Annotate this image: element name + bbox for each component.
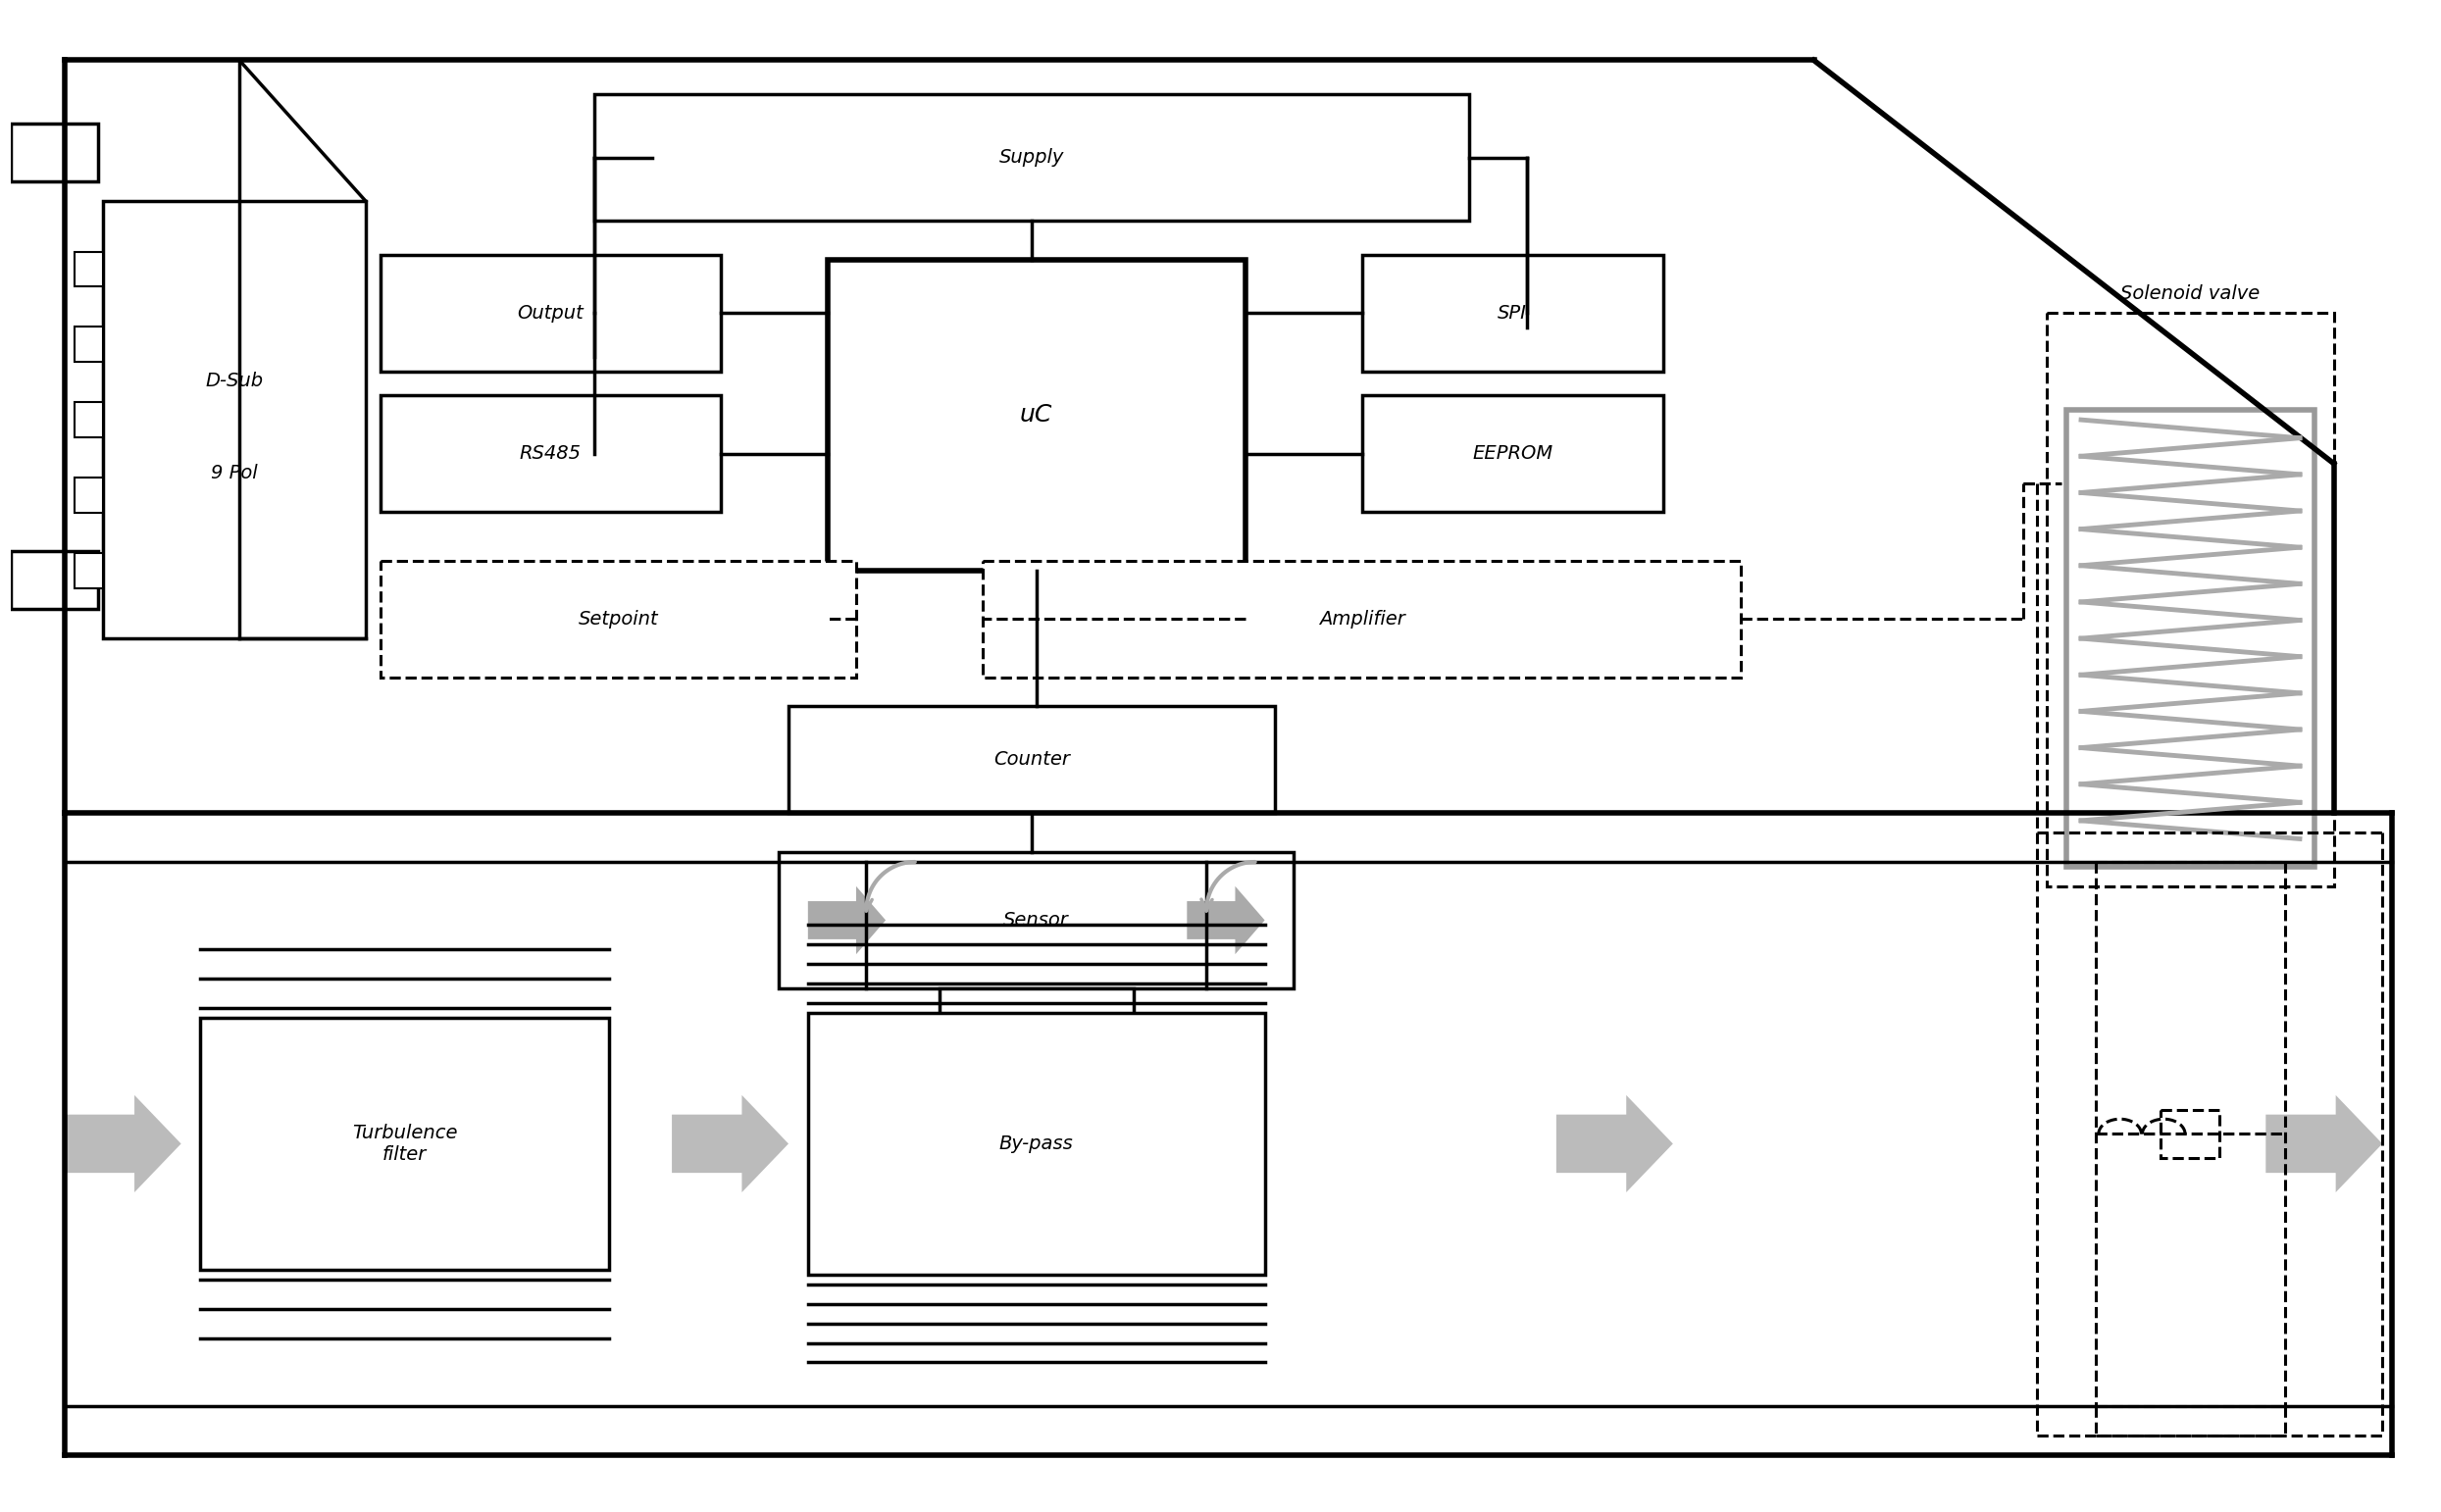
FancyBboxPatch shape <box>827 260 1245 570</box>
FancyBboxPatch shape <box>2048 313 2334 886</box>
FancyBboxPatch shape <box>2160 1110 2219 1158</box>
Text: Counter: Counter <box>993 750 1069 770</box>
FancyBboxPatch shape <box>808 1013 1264 1275</box>
Text: SPI: SPI <box>1499 304 1528 322</box>
FancyBboxPatch shape <box>381 254 720 372</box>
Text: Supply: Supply <box>998 148 1064 166</box>
Polygon shape <box>808 886 886 954</box>
Text: Solenoid valve: Solenoid valve <box>2121 284 2260 304</box>
Polygon shape <box>63 1095 181 1193</box>
FancyBboxPatch shape <box>984 561 1740 677</box>
FancyBboxPatch shape <box>779 853 1294 989</box>
FancyBboxPatch shape <box>200 1018 608 1270</box>
Text: By-pass: By-pass <box>998 1134 1074 1154</box>
FancyBboxPatch shape <box>1362 396 1662 513</box>
FancyBboxPatch shape <box>73 553 103 588</box>
FancyBboxPatch shape <box>73 327 103 361</box>
Text: Turbulence
filter: Turbulence filter <box>352 1123 456 1164</box>
Text: D-Sub: D-Sub <box>205 372 264 390</box>
Text: RS485: RS485 <box>520 445 581 463</box>
Polygon shape <box>671 1095 788 1193</box>
FancyBboxPatch shape <box>12 550 98 609</box>
FancyBboxPatch shape <box>940 989 1133 1042</box>
FancyBboxPatch shape <box>73 251 103 287</box>
Text: Setpoint: Setpoint <box>579 609 659 629</box>
FancyBboxPatch shape <box>12 124 98 181</box>
Polygon shape <box>1557 1095 1672 1193</box>
Text: 9 Pol: 9 Pol <box>212 464 259 482</box>
Polygon shape <box>2265 1095 2382 1193</box>
FancyBboxPatch shape <box>788 706 1274 813</box>
Text: Sensor: Sensor <box>1003 910 1069 930</box>
Text: Output: Output <box>517 304 583 322</box>
FancyBboxPatch shape <box>593 94 1469 221</box>
FancyBboxPatch shape <box>2068 410 2314 866</box>
Text: Amplifier: Amplifier <box>1318 609 1406 629</box>
FancyBboxPatch shape <box>73 478 103 513</box>
FancyBboxPatch shape <box>103 201 366 638</box>
Text: uC: uC <box>1020 404 1052 426</box>
FancyBboxPatch shape <box>73 402 103 437</box>
FancyBboxPatch shape <box>381 561 857 677</box>
FancyBboxPatch shape <box>381 396 720 513</box>
Text: EEPROM: EEPROM <box>1472 445 1552 463</box>
Polygon shape <box>1186 886 1264 954</box>
FancyBboxPatch shape <box>1362 254 1662 372</box>
